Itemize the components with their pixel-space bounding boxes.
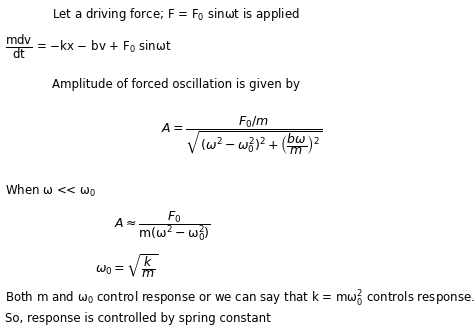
Text: $\omega_0 = \sqrt{\dfrac{k}{m}}$: $\omega_0 = \sqrt{\dfrac{k}{m}}$ xyxy=(95,252,158,279)
Text: $\dfrac{\rm mdv}{\rm dt}$ = −kx − bv + F$_0$ sinωt: $\dfrac{\rm mdv}{\rm dt}$ = −kx − bv + F… xyxy=(5,34,171,61)
Text: Let a driving force; F = F$_0$ sinωt is applied: Let a driving force; F = F$_0$ sinωt is … xyxy=(52,6,300,23)
Text: Both m and ω$_0$ control response or we can say that k = mω$_0^2$ controls respo: Both m and ω$_0$ control response or we … xyxy=(5,289,474,309)
Text: When ω << ω$_0$: When ω << ω$_0$ xyxy=(5,183,96,199)
Text: $A \approx \dfrac{F_0}{\rm m(\omega^2 - \omega_0^2)}$: $A \approx \dfrac{F_0}{\rm m(\omega^2 - … xyxy=(114,210,210,244)
Text: $A = \dfrac{F_0 / m}{\sqrt{(\omega^2 - \omega_0^2)^2 + \left(\dfrac{b\omega}{m}\: $A = \dfrac{F_0 / m}{\sqrt{(\omega^2 - \… xyxy=(161,114,323,156)
Text: Amplitude of forced oscillation is given by: Amplitude of forced oscillation is given… xyxy=(52,78,300,91)
Text: So, response is controlled by spring constant: So, response is controlled by spring con… xyxy=(5,312,271,325)
